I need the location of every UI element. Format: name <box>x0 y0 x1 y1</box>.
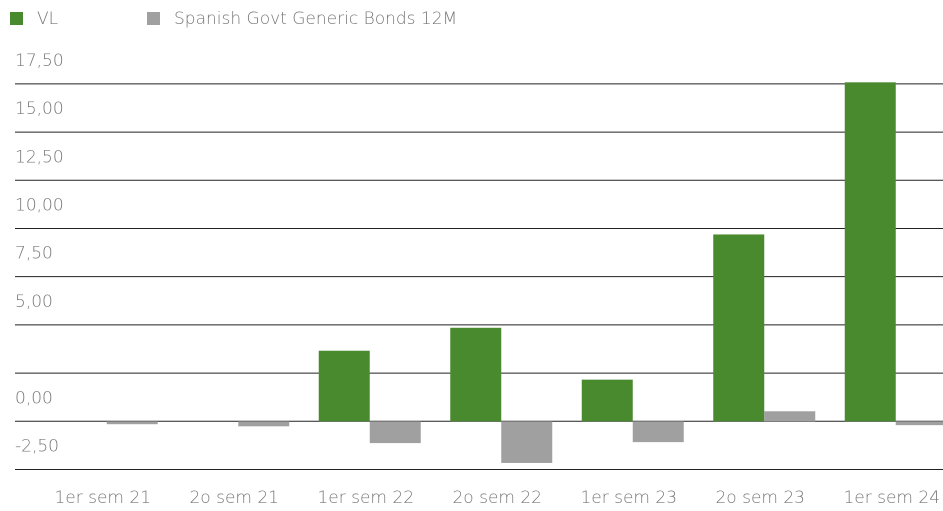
legend-swatch <box>147 12 160 25</box>
bar <box>764 411 816 422</box>
bar <box>369 421 421 444</box>
bar <box>318 350 370 422</box>
bar <box>895 421 943 426</box>
y-tick-label: -2,50 <box>15 437 59 457</box>
y-tick-label: 10,00 <box>15 195 64 215</box>
bar <box>581 379 633 422</box>
bar <box>238 421 290 427</box>
legend-swatch <box>10 12 23 25</box>
y-tick-label: 17,50 <box>15 51 64 71</box>
y-tick-label: 15,00 <box>15 99 64 119</box>
bar <box>450 327 502 422</box>
x-tick-label: 2o sem 21 <box>189 488 279 508</box>
bar <box>844 82 896 422</box>
bar <box>501 421 553 463</box>
y-tick-label: 7,50 <box>15 244 53 264</box>
x-tick-label: 1er sem 24 <box>843 488 940 508</box>
legend-label: VL <box>37 9 58 29</box>
x-tick-label: 1er sem 22 <box>317 488 414 508</box>
legend-label: Spanish Govt Generic Bonds 12M <box>174 9 457 29</box>
x-tick-label: 1er sem 23 <box>580 488 677 508</box>
y-tick-label: 12,50 <box>15 147 64 167</box>
bar <box>632 421 684 443</box>
x-tick-label: 2o sem 23 <box>715 488 805 508</box>
x-tick-label: 2o sem 22 <box>452 488 542 508</box>
bar <box>713 234 765 422</box>
x-tick-label: 1er sem 21 <box>54 488 151 508</box>
bar <box>106 421 158 425</box>
y-tick-label: 0,00 <box>15 388 53 408</box>
y-tick-label: 5,00 <box>15 292 53 312</box>
